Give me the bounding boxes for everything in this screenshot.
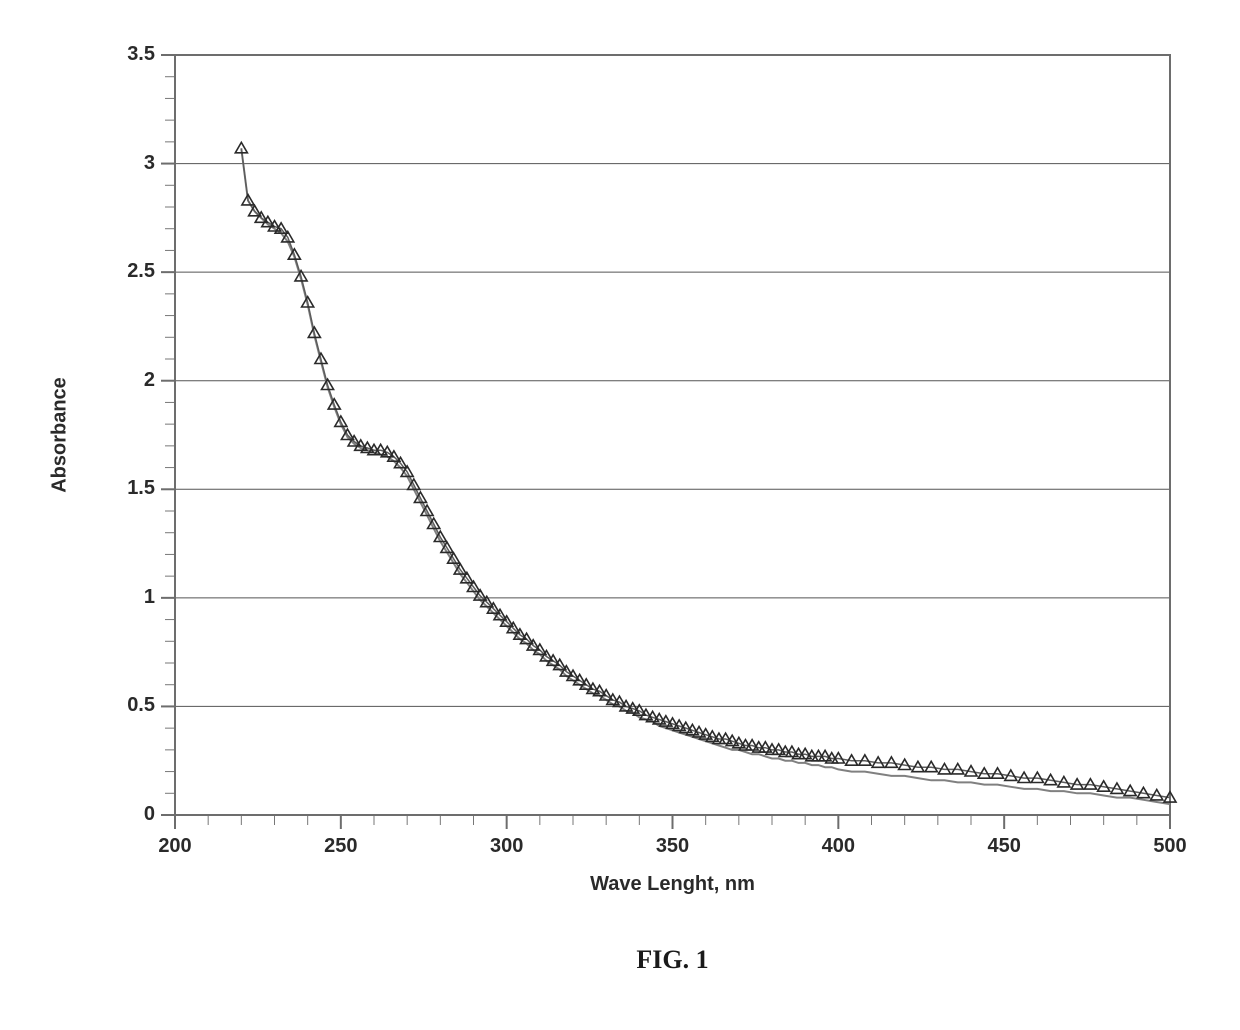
y-tick-label: 2.5 bbox=[127, 260, 155, 283]
x-tick-label: 350 bbox=[653, 835, 693, 858]
y-tick-label: 3.5 bbox=[127, 43, 155, 66]
y-tick-label: 2 bbox=[144, 369, 155, 392]
figure-caption: FIG. 1 bbox=[636, 945, 708, 975]
x-tick-label: 500 bbox=[1150, 835, 1190, 858]
x-tick-label: 300 bbox=[487, 835, 527, 858]
y-axis-label: Absorbance bbox=[49, 377, 72, 493]
x-axis-label: Wave Lenght, nm bbox=[590, 873, 755, 896]
x-tick-label: 450 bbox=[984, 835, 1024, 858]
figure-container: Absorbance Wave Lenght, nm FIG. 1 200250… bbox=[0, 0, 1240, 1030]
y-tick-label: 0.5 bbox=[127, 694, 155, 717]
y-tick-label: 3 bbox=[144, 152, 155, 175]
x-tick-label: 200 bbox=[155, 835, 195, 858]
x-tick-label: 400 bbox=[818, 835, 858, 858]
y-tick-label: 1 bbox=[144, 586, 155, 609]
x-tick-label: 250 bbox=[321, 835, 361, 858]
y-tick-label: 1.5 bbox=[127, 477, 155, 500]
y-tick-label: 0 bbox=[144, 803, 155, 826]
